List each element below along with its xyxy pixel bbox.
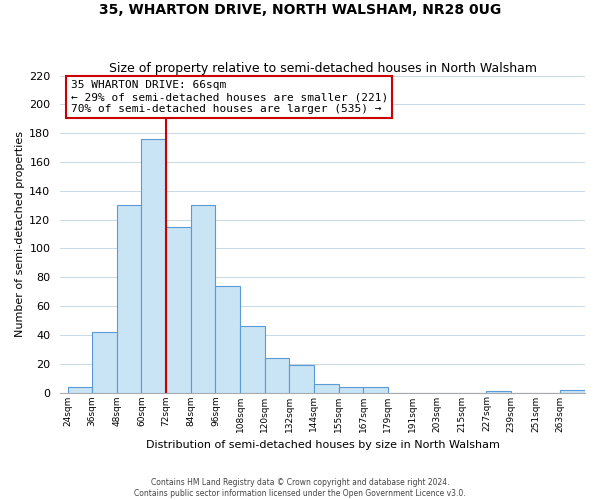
Bar — [191, 206, 215, 392]
Bar — [166, 227, 191, 392]
Bar — [68, 387, 92, 392]
Bar — [487, 391, 511, 392]
Text: 35 WHARTON DRIVE: 66sqm
← 29% of semi-detached houses are smaller (221)
70% of s: 35 WHARTON DRIVE: 66sqm ← 29% of semi-de… — [71, 80, 388, 114]
Bar — [117, 206, 142, 392]
Bar — [142, 139, 166, 392]
Bar — [560, 390, 585, 392]
Bar — [314, 384, 338, 392]
Text: 35, WHARTON DRIVE, NORTH WALSHAM, NR28 0UG: 35, WHARTON DRIVE, NORTH WALSHAM, NR28 0… — [99, 2, 501, 16]
Bar — [92, 332, 117, 392]
Bar — [240, 326, 265, 392]
Title: Size of property relative to semi-detached houses in North Walsham: Size of property relative to semi-detach… — [109, 62, 536, 74]
Bar — [363, 387, 388, 392]
Bar — [265, 358, 289, 392]
Y-axis label: Number of semi-detached properties: Number of semi-detached properties — [15, 131, 25, 337]
X-axis label: Distribution of semi-detached houses by size in North Walsham: Distribution of semi-detached houses by … — [146, 440, 500, 450]
Bar — [289, 365, 314, 392]
Bar — [338, 387, 363, 392]
Bar — [215, 286, 240, 393]
Text: Contains HM Land Registry data © Crown copyright and database right 2024.
Contai: Contains HM Land Registry data © Crown c… — [134, 478, 466, 498]
